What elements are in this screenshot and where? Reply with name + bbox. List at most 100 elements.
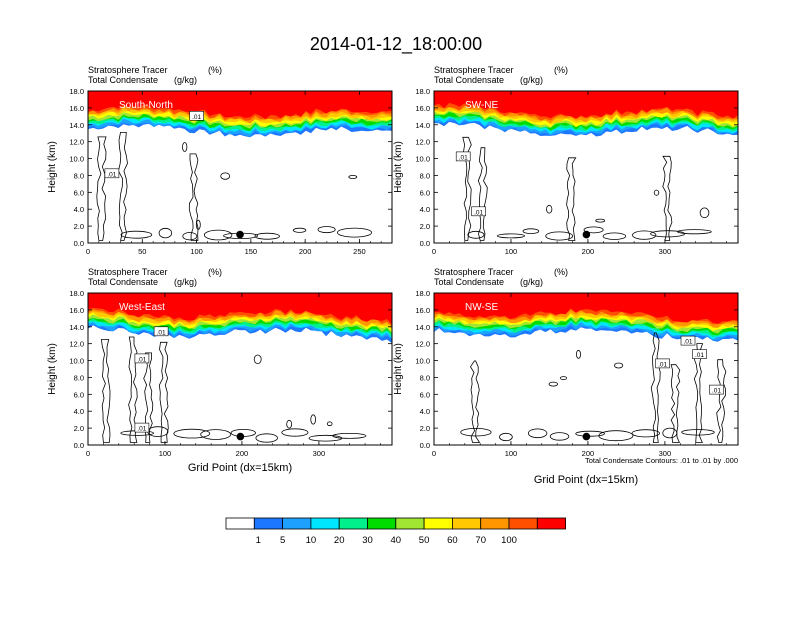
- tracer-field: [88, 91, 392, 243]
- y-tick-label: 14.0: [69, 121, 84, 130]
- contour-label: .01: [134, 353, 150, 363]
- svg-text:.01: .01: [107, 171, 116, 178]
- contour-label: .01: [709, 384, 724, 395]
- y-tick-label: 16.0: [415, 306, 430, 315]
- svg-text:.01: .01: [695, 352, 704, 359]
- colorbar-label: 50: [419, 535, 430, 546]
- x-tick-label: 200: [582, 247, 595, 256]
- panel-header-condensate-unit: (g/kg): [174, 75, 197, 85]
- x-tick-label: 200: [236, 449, 249, 458]
- x-tick-label: 100: [505, 247, 518, 256]
- y-tick-label: 10.0: [69, 357, 84, 366]
- x-axis-label-right: Grid Point (dx=15km): [534, 474, 638, 486]
- x-tick-label: 150: [245, 247, 258, 256]
- colorbar-swatch: [395, 517, 425, 530]
- panel-2: Stratosphere Tracer (%) Total Condensate (g…: [393, 65, 739, 256]
- y-tick-label: 8.0: [420, 373, 430, 382]
- panel-header-tracer-unit: (%): [554, 267, 568, 277]
- y-tick-label: 14.0: [415, 121, 430, 130]
- y-tick-label: 0.0: [420, 239, 430, 248]
- svg-text:.01: .01: [683, 339, 692, 346]
- location-marker: [236, 432, 245, 441]
- x-tick-label: 0: [432, 449, 436, 458]
- colorbar-label: 100: [501, 535, 517, 546]
- colorbar-label: 70: [475, 535, 486, 546]
- condensate-contours: [100, 336, 367, 443]
- colorbar-label: 10: [306, 535, 317, 546]
- colorbar-swatch: [451, 517, 482, 530]
- panel-label: South-North: [119, 100, 173, 111]
- plot-frame: [433, 90, 739, 244]
- y-tick-label: 16.0: [415, 104, 430, 113]
- y-tick-label: 14.0: [415, 323, 430, 332]
- panel-header-tracer-unit: (%): [554, 65, 568, 75]
- colorbar-label: 30: [362, 535, 373, 546]
- y-tick-label: 6.0: [420, 188, 430, 197]
- location-marker: [236, 230, 244, 239]
- panel-header-tracer-unit: (%): [208, 267, 222, 277]
- y-tick-label: 18.0: [69, 289, 84, 298]
- location-marker: [582, 230, 591, 239]
- colorbar-swatch: [310, 517, 340, 530]
- x-tick-label: 300: [313, 449, 326, 458]
- y-tick-label: 0.0: [420, 441, 430, 450]
- colorbar-swatch: [536, 517, 566, 530]
- panel-header-tracer: Stratosphere Tracer: [434, 65, 514, 75]
- svg-text:.01: .01: [658, 361, 667, 368]
- x-tick-label: 50: [138, 247, 146, 256]
- tracer-field: [434, 293, 738, 445]
- y-tick-label: 6.0: [420, 390, 430, 399]
- svg-text:.01: .01: [137, 426, 146, 433]
- contour-label: .01: [692, 349, 707, 359]
- contour-label: .01: [680, 335, 696, 346]
- x-tick-label: 300: [659, 449, 672, 458]
- y-tick-label: 6.0: [74, 188, 84, 197]
- y-tick-label: 18.0: [415, 289, 430, 298]
- y-tick-label: 12.0: [69, 340, 84, 349]
- panel-header-tracer-unit: (%): [208, 65, 222, 75]
- contour-label: .01: [134, 422, 150, 433]
- panel-label: West-East: [119, 302, 165, 313]
- y-tick-label: 16.0: [69, 306, 84, 315]
- panel-header-tracer: Stratosphere Tracer: [88, 65, 168, 75]
- y-tick-label: 4.0: [74, 205, 84, 214]
- panel-header-tracer: Stratosphere Tracer: [88, 267, 168, 277]
- contour-label: .01: [104, 168, 120, 178]
- x-tick-label: 100: [159, 449, 172, 458]
- y-axis-label: Height (km): [47, 141, 58, 193]
- tracer-band-top: [434, 293, 738, 304]
- panel-header-condensate-unit: (g/kg): [520, 277, 543, 287]
- y-axis-label: Height (km): [393, 141, 404, 193]
- tracer-band-top: [88, 293, 392, 304]
- panel-1: Stratosphere Tracer (%) Total Condensate (g…: [47, 65, 393, 256]
- colorbar-swatch: [338, 517, 368, 530]
- contour-label: .01: [655, 358, 670, 368]
- y-tick-label: 2.0: [420, 222, 430, 231]
- tracer-band-top: [434, 91, 738, 102]
- contour-label: .01: [455, 151, 471, 161]
- panel-header-condensate-unit: (g/kg): [520, 75, 543, 85]
- y-tick-label: 10.0: [415, 155, 430, 164]
- condensate-contours: [96, 132, 372, 241]
- x-tick-label: 100: [190, 247, 203, 256]
- svg-text:.01: .01: [474, 209, 483, 216]
- y-tick-label: 4.0: [420, 205, 430, 214]
- y-tick-label: 18.0: [69, 87, 84, 96]
- panel-header-condensate: Total Condensate: [434, 75, 504, 85]
- panel-header-condensate-unit: (g/kg): [174, 277, 197, 287]
- contour-label: .01: [189, 111, 204, 121]
- svg-text:.01: .01: [459, 154, 468, 161]
- x-tick-label: 0: [432, 247, 436, 256]
- colorbar-swatch: [423, 517, 453, 530]
- svg-text:.01: .01: [137, 356, 146, 363]
- colorbar-label: 40: [391, 535, 402, 546]
- chart-title: 2014-01-12_18:00:00: [310, 34, 482, 55]
- y-tick-label: 6.0: [74, 390, 84, 399]
- tracer-field: [434, 91, 738, 243]
- svg-text:.01: .01: [192, 114, 201, 121]
- location-marker: [582, 432, 591, 441]
- condensate-contours: [462, 136, 712, 241]
- y-tick-label: 2.0: [74, 424, 84, 433]
